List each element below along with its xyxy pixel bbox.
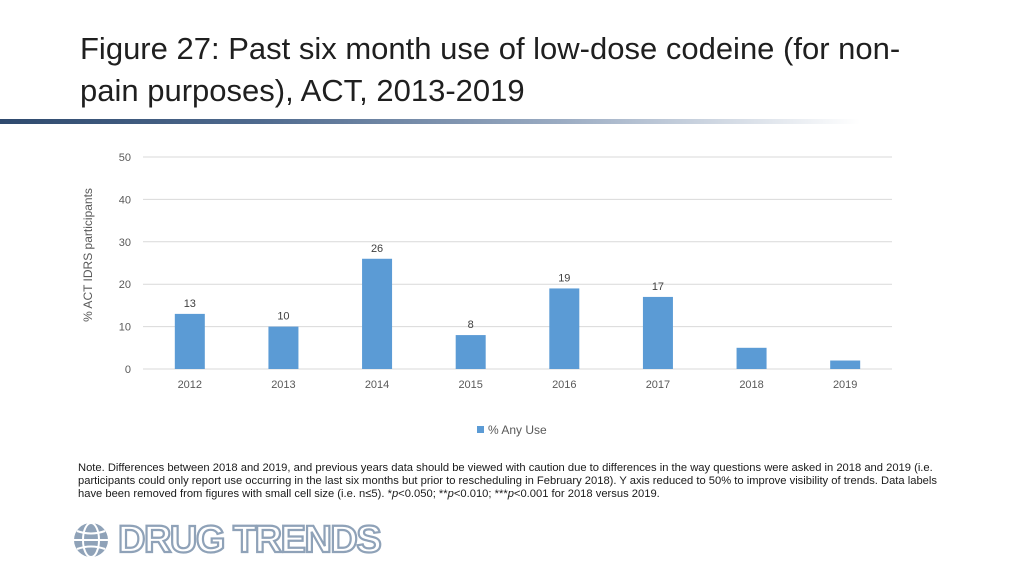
bar-chart: 0 10 20 30 40 50 13 10 26 8 19 17 2012 2013 2014 2015… bbox=[81, 152, 892, 437]
title-divider bbox=[0, 119, 860, 124]
x-tick-label: 2013 bbox=[271, 379, 295, 391]
data-label-2016: 19 bbox=[558, 272, 570, 284]
bar-2014 bbox=[362, 258, 393, 369]
x-tick-label: 2014 bbox=[365, 379, 389, 391]
bar-2012 bbox=[174, 313, 205, 369]
x-tick-label: 2017 bbox=[646, 379, 670, 391]
y-axis-ticks: 0 10 20 30 40 50 bbox=[119, 152, 131, 376]
legend-label: % Any Use bbox=[488, 423, 547, 437]
legend: % Any Use bbox=[477, 423, 547, 437]
bar-2018 bbox=[736, 347, 767, 369]
y-tick-label: 10 bbox=[119, 322, 131, 334]
bar-2016 bbox=[549, 288, 580, 369]
bar-2015 bbox=[455, 335, 486, 369]
page-title: Figure 27: Past six month use of low-dos… bbox=[80, 31, 901, 108]
y-tick-label: 30 bbox=[119, 237, 131, 249]
y-tick-label: 40 bbox=[119, 194, 131, 206]
x-tick-label: 2015 bbox=[458, 379, 482, 391]
drug-trends-logo: DRUG TRENDS bbox=[70, 519, 383, 561]
x-tick-label: 2012 bbox=[178, 379, 202, 391]
data-label-2014: 26 bbox=[371, 243, 383, 255]
bars bbox=[174, 258, 861, 369]
globe-icon bbox=[74, 522, 108, 558]
data-label-2012: 13 bbox=[184, 298, 196, 310]
gridlines bbox=[143, 156, 892, 370]
bar-2017 bbox=[642, 296, 673, 369]
legend-swatch bbox=[477, 426, 484, 433]
chart-note: Note. Differences between 2018 and 2019,… bbox=[78, 462, 937, 501]
y-tick-label: 0 bbox=[125, 364, 131, 376]
x-axis-ticks: 2012 2013 2014 2015 2016 2017 2018 2019 bbox=[178, 379, 858, 391]
data-label-2013: 10 bbox=[277, 311, 289, 323]
logo-text: DRUG TRENDS bbox=[117, 519, 383, 561]
x-tick-label: 2016 bbox=[552, 379, 576, 391]
bar-2019 bbox=[830, 360, 861, 369]
x-tick-label: 2019 bbox=[833, 379, 857, 391]
y-tick-label: 20 bbox=[119, 279, 131, 291]
bar-2013 bbox=[268, 326, 299, 369]
data-label-2015: 8 bbox=[468, 319, 474, 331]
data-label-2017: 17 bbox=[652, 281, 664, 293]
x-tick-label: 2018 bbox=[739, 379, 763, 391]
data-labels: 13 10 26 8 19 17 bbox=[184, 243, 664, 331]
y-tick-label: 50 bbox=[119, 152, 131, 164]
y-axis-label: % ACT IDRS participants bbox=[81, 188, 95, 322]
